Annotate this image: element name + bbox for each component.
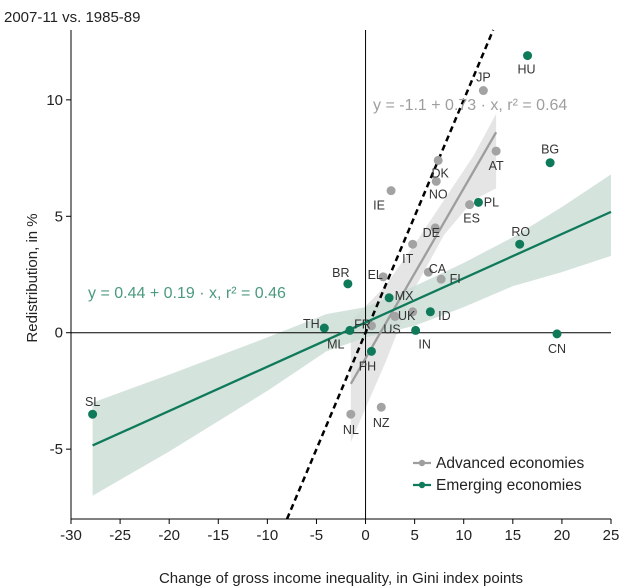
confidence-bands: [92, 113, 612, 496]
x-tick-label: -15: [207, 527, 229, 544]
x-axis-title: Change of gross income inequality, in Gi…: [159, 570, 523, 587]
legend-swatch-dot: [418, 481, 426, 489]
point-label-bg: BG: [541, 143, 559, 157]
point-label-br: BR: [332, 266, 349, 280]
data-point-jp: [478, 86, 488, 96]
point-label-es: ES: [463, 212, 480, 226]
x-tick-label: 0: [361, 527, 369, 544]
data-point-at: [491, 146, 501, 156]
point-label-el: EL: [368, 268, 383, 282]
y-tick-label: -5: [50, 441, 63, 458]
data-point-id: [425, 307, 435, 317]
x-tick-label: -30: [60, 527, 82, 544]
point-label-pl: PL: [484, 195, 499, 209]
x-tick-label: -20: [158, 527, 180, 544]
x-tick-label: -10: [257, 527, 279, 544]
point-label-ca: CA: [429, 262, 447, 276]
data-point-es: [465, 200, 475, 210]
y-tick-label: 10: [46, 92, 63, 109]
point-label-ie: IE: [373, 199, 385, 213]
data-point-hu: [523, 51, 533, 61]
legend: Advanced economies Emerging economies: [413, 455, 584, 494]
fit-equations: y = -1.1 + 0.73 · x, r² = 0.64 y = 0.44 +…: [88, 97, 567, 302]
data-point-th: [319, 323, 329, 333]
point-label-jp: JP: [476, 71, 491, 85]
data-point-dk: [433, 155, 443, 165]
point-label-fr: FR: [354, 318, 371, 332]
point-label-ph: PH: [359, 359, 376, 373]
point-label-ml: ML: [327, 337, 344, 351]
axes: -30 -25 -20 -15 -10 -5 0 5 10 15 20 25 -5 0 5 10: [46, 30, 619, 544]
x-tick-label: -25: [109, 527, 131, 544]
data-point-pl: [473, 197, 483, 207]
point-label-nz: NZ: [373, 416, 390, 430]
point-label-th: TH: [303, 317, 320, 331]
data-point-us: [390, 311, 400, 321]
confidence-band-emerging: [92, 174, 612, 496]
point-label-us: US: [383, 322, 400, 336]
data-point-it: [408, 239, 418, 249]
data-point-sl: [88, 409, 98, 419]
data-point-mx: [384, 293, 394, 303]
legend-swatch-dot: [418, 459, 426, 467]
data-point-fr: [366, 321, 376, 331]
point-label-cn: CN: [548, 342, 566, 356]
fit-line-advanced: [349, 131, 498, 385]
point-label-de: DE: [423, 226, 440, 240]
x-tick-label: -5: [310, 527, 323, 544]
legend-label: Advanced economies: [436, 455, 584, 472]
y-axis-title: Redistribution, in %: [24, 213, 41, 342]
point-label-mx: MX: [395, 289, 414, 303]
point-label-sl: SL: [85, 395, 100, 409]
point-label-id: ID: [438, 309, 451, 323]
point-label-at: AT: [489, 159, 504, 173]
point-label-dk: DK: [432, 166, 450, 180]
data-point-uk: [408, 307, 418, 317]
data-point-in: [411, 325, 421, 335]
point-label-ro: RO: [511, 225, 530, 239]
x-tick-label: 10: [455, 527, 472, 544]
data-point-ml: [345, 325, 355, 335]
data-point-nz: [376, 402, 386, 412]
data-point-no: [431, 176, 441, 186]
x-tick-label: 15: [504, 527, 521, 544]
point-label-fi: FI: [450, 272, 461, 286]
point-label-no: NO: [429, 187, 448, 201]
x-tick-label: 20: [554, 527, 571, 544]
point-label-hu: HU: [518, 63, 536, 77]
x-tick-label: 25: [603, 527, 619, 544]
data-point-br: [343, 279, 353, 289]
data-points: [88, 51, 562, 419]
point-label-nl: NL: [343, 423, 359, 437]
point-label-uk: UK: [398, 309, 416, 323]
chart-subtitle: 2007-11 vs. 1985-89: [4, 9, 141, 26]
data-point-fi: [436, 274, 446, 284]
data-point-cn: [552, 329, 562, 339]
point-label-in: IN: [418, 337, 431, 351]
legend-label: Emerging economies: [436, 477, 582, 494]
data-point-bg: [545, 158, 555, 168]
data-point-ph: [366, 346, 376, 356]
advanced-fit-equation: y = -1.1 + 0.73 · x, r² = 0.64: [373, 97, 567, 114]
data-point-ie: [386, 186, 396, 196]
y-tick-label: 0: [55, 325, 63, 342]
point-label-it: IT: [402, 252, 413, 266]
data-point-de: [430, 223, 440, 233]
data-point-ro: [515, 239, 525, 249]
emerging-fit-equation: y = 0.44 + 0.19 · x, r² = 0.46: [88, 285, 286, 302]
data-point-ca: [423, 267, 433, 277]
data-point-el: [378, 272, 388, 282]
data-point-nl: [346, 409, 356, 419]
y-tick-label: 5: [55, 208, 63, 225]
reference-45-degree-line: [285, 29, 495, 520]
x-tick-label: 5: [410, 527, 418, 544]
